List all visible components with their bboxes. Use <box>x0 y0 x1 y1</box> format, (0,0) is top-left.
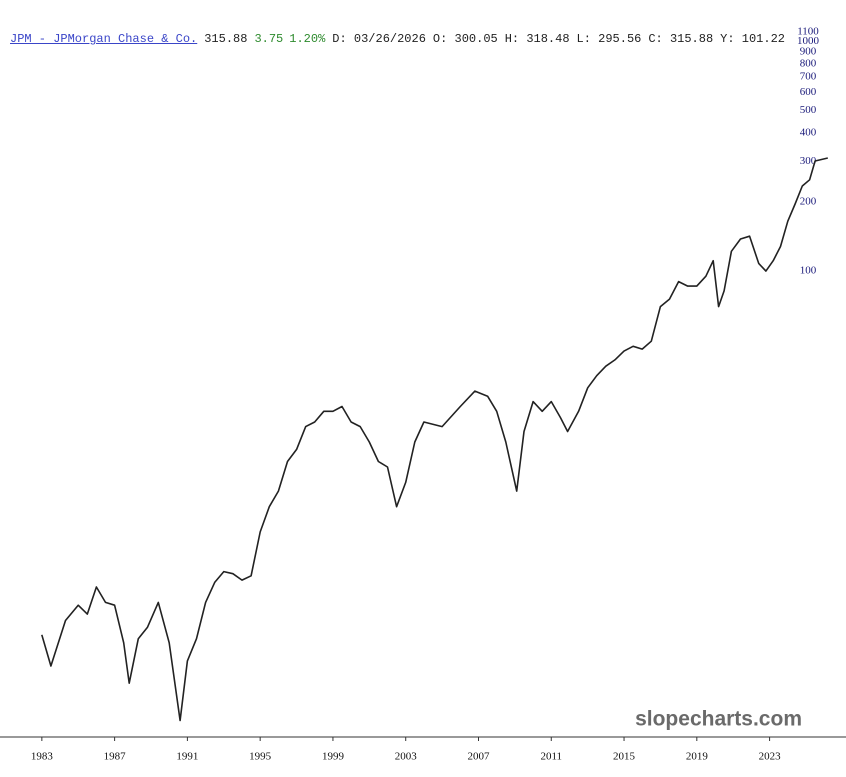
header-item: H: 318.48 <box>504 32 570 46</box>
x-tick-label: 1999 <box>322 751 345 763</box>
change: 3.75 <box>254 32 284 46</box>
y-tick-label: 900 <box>800 46 817 58</box>
x-tick-label: 1995 <box>249 751 272 763</box>
x-tick-label: 2003 <box>395 751 418 763</box>
x-tick-label: 1991 <box>176 751 198 763</box>
y-tick-label: 300 <box>800 155 817 167</box>
x-tick-label: 1987 <box>104 751 127 763</box>
header-item: O: 300.05 <box>432 32 498 46</box>
y-tick-label: 700 <box>800 71 817 83</box>
x-tick-label: 2019 <box>686 751 709 763</box>
header-item: C: 315.88 <box>648 32 714 46</box>
x-tick-label: 2007 <box>467 751 490 763</box>
y-tick-label: 1000 <box>797 35 820 47</box>
header-item: Y: 101.22 <box>720 32 785 46</box>
price-line <box>41 157 828 722</box>
y-tick-label: 100 <box>800 265 817 277</box>
y-tick-label: 1100 <box>797 26 819 38</box>
y-tick-label: 500 <box>800 104 817 116</box>
x-tick-label: 2015 <box>613 751 636 763</box>
header: JPM - JPMorgan Chase & Co. 315.88 3.75 1… <box>10 32 785 46</box>
y-tick-label: 400 <box>800 126 817 138</box>
change-pct: 1.20% <box>289 32 326 46</box>
x-tick-label: 1983 <box>31 751 54 763</box>
x-tick-label: 2011 <box>540 751 562 763</box>
y-tick-label: 200 <box>800 196 817 208</box>
x-tick-label: 2023 <box>759 751 782 763</box>
y-tick-label: 600 <box>800 86 817 98</box>
header-item: L: 295.56 <box>576 32 642 46</box>
symbol-link[interactable]: JPM - JPMorgan Chase & Co. <box>10 32 198 46</box>
y-tick-label: 800 <box>800 57 817 69</box>
last-price: 315.88 <box>204 32 248 46</box>
watermark: slopecharts.com <box>635 708 802 731</box>
header-item: D: 03/26/2026 <box>332 32 426 46</box>
